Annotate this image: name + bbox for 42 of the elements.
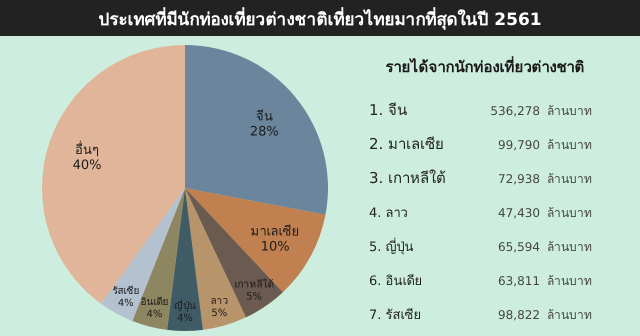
slice-label: ลาว (210, 296, 228, 308)
text: ล้านบาท (547, 138, 592, 152)
text: ล้านบาท (547, 308, 592, 322)
slice-label: เกาหลีใต้ (234, 278, 274, 291)
category-label: 3. เกาหลีใต้ (369, 169, 446, 187)
slice-label: ญี่ปุ่น (174, 298, 196, 312)
text: ล้านบาท (547, 274, 592, 288)
category-label: 1. จีน (369, 101, 408, 119)
data-label: 4% (146, 309, 162, 320)
category-label: 6. อินเดีย (369, 273, 423, 289)
text: 65,594 (498, 240, 540, 254)
category-label: 5. ญี่ปุ่น (369, 238, 414, 255)
text: 63,811 (498, 274, 540, 288)
text: รายได้จากนักท่องเที่ยวต่างชาติ (386, 56, 584, 76)
category-label: 7. รัสเซีย (369, 307, 422, 323)
text: ล้านบาท (547, 172, 592, 186)
text: 72,938 (498, 172, 540, 186)
data-label: 5% (211, 308, 228, 320)
pie-slice (185, 45, 328, 215)
text: 99,790 (498, 138, 540, 152)
data-label: 40% (72, 158, 102, 174)
data-label: 4% (177, 312, 193, 324)
slice-label: อื่นๆ (75, 141, 100, 158)
pie-slice (167, 188, 203, 331)
data-label: 4% (118, 298, 134, 309)
text: 536,278 (490, 104, 540, 118)
data-label: 5% (246, 292, 262, 303)
text: ล้านบาท (547, 240, 592, 254)
data-label: 10% (260, 240, 290, 255)
text: 47,430 (498, 206, 540, 220)
data-label: 28% (250, 124, 279, 140)
slice-label: จีน (256, 108, 273, 124)
text: ล้านบาท (547, 206, 592, 220)
chart-title: ประเทศที่มีนักท่องเที่ยวต่างชาติเที่ยวไทยมากที่สุดในปี 2561 (0, 0, 640, 36)
slice-label: รัสเซีย (112, 284, 140, 297)
category-label: 4. ลาว (369, 206, 408, 221)
text: ล้านบาท (547, 104, 592, 118)
slice-label: มาเลเซีย (250, 224, 300, 240)
category-label: 2. มาเลเซีย (369, 135, 444, 153)
slice-label: อินเดีย (140, 296, 168, 308)
text: 98,822 (498, 308, 540, 322)
pie-slice (185, 188, 326, 292)
